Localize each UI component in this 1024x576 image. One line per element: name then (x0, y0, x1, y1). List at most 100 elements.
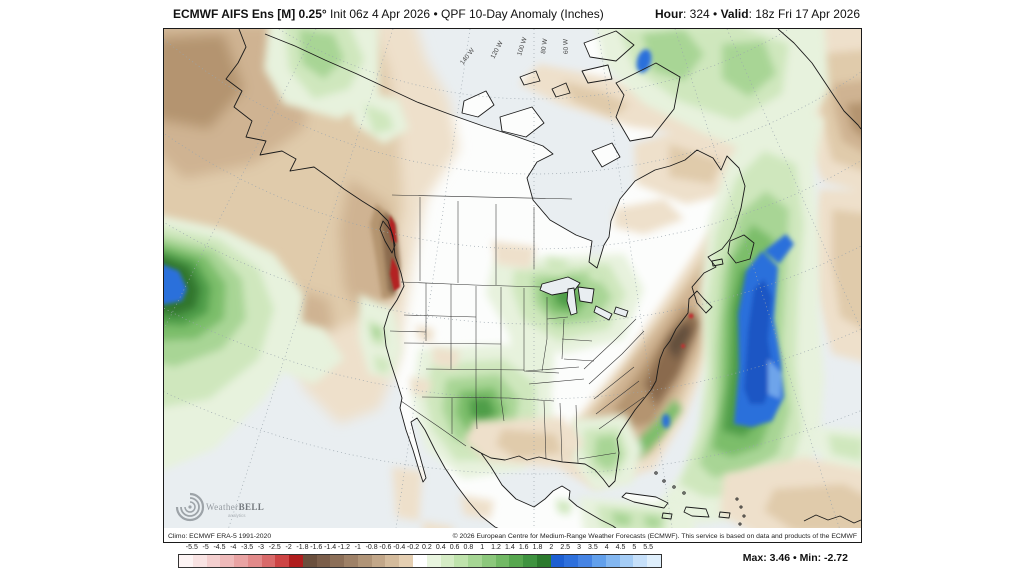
color-scale-tick: 2 (549, 544, 554, 551)
forecast-map: 140 W 120 W 100 W 80 W 60 W WeatherBELL anal… (163, 28, 862, 543)
color-scale-tick: -0.8 (365, 544, 378, 551)
color-scale-tick: 2.5 (560, 544, 571, 551)
init-product-label: Init 06z 4 Apr 2026 • QPF 10-Day Anomaly… (326, 7, 604, 21)
min-value: : -2.72 (817, 552, 848, 564)
coastlines (225, 29, 861, 542)
color-scale-cell (316, 555, 331, 567)
min-label: Min (799, 552, 818, 564)
color-scale-cell (192, 555, 207, 567)
map-valid-info: Hour: 324 • Valid: 18z Fri 17 Apr 2026 (655, 7, 860, 21)
color-scale: -5.5 -5 -4.5 -4 -3.5 -3 -2.5 -2 -1.8 -1.6 -1.4 -1.2… (178, 544, 662, 568)
color-scale-cell (275, 555, 290, 567)
color-scale-cell (605, 555, 620, 567)
cyclone-spiral-icon (175, 492, 205, 522)
valid-value: : 18z Fri 17 Apr 2026 (748, 7, 860, 21)
color-scale-cell (234, 555, 248, 567)
color-scale-cell (591, 555, 606, 567)
hour-value: : 324 • (683, 7, 721, 21)
color-scale-cell (647, 555, 661, 567)
color-scale-cell (440, 555, 455, 567)
state-borders (389, 194, 645, 464)
color-scale-cell (509, 555, 524, 567)
weatherbell-logo: WeatherBELL analytics (175, 492, 264, 522)
color-scale-cell (413, 555, 427, 567)
color-scale-tick: -1.6 (310, 544, 323, 551)
color-scale-cell (564, 555, 579, 567)
color-scale-tick: 5.5 (643, 544, 654, 551)
color-scale-cell (220, 555, 235, 567)
field-extremes: Max: 3.46 • Min: -2.72 (743, 552, 848, 564)
color-scale-cell (330, 555, 345, 567)
color-scale-tick: 0.4 (435, 544, 446, 551)
map-svg: 140 W 120 W 100 W 80 W 60 W WeatherBELL anal… (164, 29, 861, 542)
model-name: ECMWF AIFS Ens [M] 0.25° (173, 7, 327, 21)
color-scale-cell (633, 555, 648, 567)
color-scale-tick: 0.6 (449, 544, 460, 551)
color-scale-tick: -4.5 (213, 544, 226, 551)
color-scale-cell (454, 555, 469, 567)
color-scale-cell (495, 555, 510, 567)
color-scale-cell (619, 555, 634, 567)
color-scale-tick: 1.6 (518, 544, 529, 551)
valid-label: Valid (720, 7, 749, 21)
map-title: ECMWF AIFS Ens [M] 0.25° Init 06z 4 Apr … (173, 7, 604, 21)
ecmwf-attribution: © 2026 European Centre for Medium-Range … (453, 532, 857, 540)
color-scale-tick: -0.4 (393, 544, 406, 551)
color-scale-tick: -2.5 (268, 544, 281, 551)
color-scale-tick: 5 (632, 544, 637, 551)
color-scale-cell (179, 555, 193, 567)
color-scale-cell (344, 555, 358, 567)
color-scale-cell (261, 555, 276, 567)
color-scale-tick: 0.8 (463, 544, 474, 551)
dot-separator: • (790, 552, 800, 564)
color-scale-cell (302, 555, 317, 567)
color-scale-cell (289, 555, 303, 567)
logo-text-bold: BELL (239, 502, 265, 512)
color-scale-tick: 1.4 (505, 544, 515, 551)
color-scale-cell (206, 555, 221, 567)
color-scale-tick: -5.5 (185, 544, 198, 551)
color-scale-cell (468, 555, 482, 567)
color-scale-cell (426, 555, 441, 567)
color-scale-tick: 1.2 (491, 544, 501, 551)
color-scale-tick: -3 (257, 544, 265, 551)
color-scale-tick-labels: -5.5 -5 -4.5 -4 -3.5 -3 -2.5 -2 -1.8 -1.6 -1.4 -1.2… (178, 544, 662, 553)
color-scale-bar (178, 554, 662, 568)
color-scale-cell (357, 555, 372, 567)
color-scale-tick: -2 (285, 544, 292, 551)
color-scale-tick: 1.8 (532, 544, 543, 551)
color-scale-cell (523, 555, 537, 567)
color-scale-tick: -0.2 (407, 544, 420, 551)
svg-text:WeatherBELL: WeatherBELL (206, 502, 264, 512)
color-scale-tick: -0.6 (379, 544, 392, 551)
color-scale-tick: -1 (354, 544, 361, 551)
longitude-label: 60 W (562, 38, 570, 54)
color-scale-tick: -1.4 (324, 544, 337, 551)
logo-text-light: Weather (206, 502, 239, 512)
longitude-label: 80 W (540, 37, 549, 54)
color-scale-tick: -1.2 (337, 544, 350, 551)
color-scale-cell (371, 555, 386, 567)
climo-attribution: Climo: ECMWF ERA-5 1991-2020 (168, 533, 271, 540)
color-scale-tick: -3.5 (241, 544, 254, 551)
color-scale-cell (536, 555, 551, 567)
color-scale-cell (578, 555, 592, 567)
color-scale-cell (481, 555, 496, 567)
color-scale-cell (550, 555, 565, 567)
color-scale-tick: 0.2 (422, 544, 432, 551)
color-scale-tick: -1.8 (296, 544, 309, 551)
color-scale-cell (247, 555, 262, 567)
color-scale-tick: 3.5 (587, 544, 598, 551)
color-scale-tick: 4 (604, 544, 609, 551)
color-scale-tick: 1 (480, 544, 485, 551)
color-scale-cell (385, 555, 400, 567)
color-scale-tick: -5 (202, 544, 209, 551)
hour-label: Hour (655, 7, 684, 21)
max-label: Max (742, 552, 764, 564)
logo-subtext: analytics (228, 513, 246, 518)
color-scale-tick: -4 (230, 544, 237, 551)
color-scale-tick: 3 (577, 544, 581, 551)
max-value: : 3.46 (763, 552, 791, 564)
color-scale-cell (399, 555, 414, 567)
